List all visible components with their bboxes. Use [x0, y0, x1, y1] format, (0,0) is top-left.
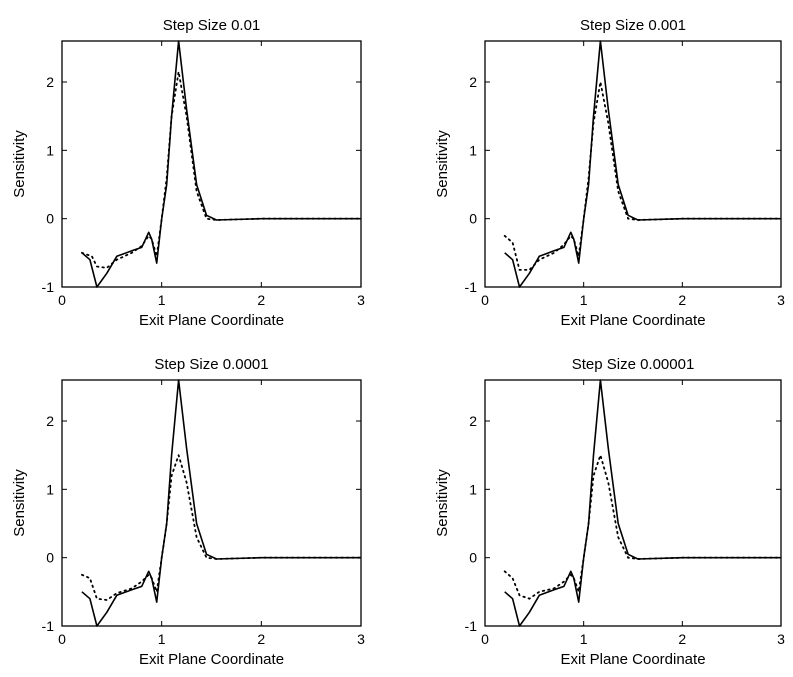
series-line-solid [81, 379, 361, 627]
x-axis-label: Exit Plane Coordinate [560, 651, 705, 668]
x-tick-label: 3 [777, 292, 785, 308]
x-axis-label: Exit Plane Coordinate [560, 312, 705, 329]
y-tick-label: 2 [469, 413, 477, 429]
y-tick-label: -1 [42, 618, 55, 634]
y-tick-label: 1 [469, 142, 477, 158]
x-tick-label: 1 [580, 631, 588, 647]
series-line-solid [81, 40, 361, 288]
series-line-dotted [81, 70, 362, 269]
axes-frame [61, 379, 362, 627]
axes-frame [484, 40, 782, 288]
x-tick-label: 2 [257, 631, 265, 647]
series-line-dotted [503, 454, 782, 600]
chart-title: Step Size 0.00001 [572, 356, 695, 373]
x-axis-label: Exit Plane Coordinate [139, 312, 284, 329]
x-tick-label: 0 [58, 631, 66, 647]
y-tick-label: 2 [46, 74, 54, 90]
axes-frame [484, 379, 782, 627]
y-tick-label: 0 [469, 550, 477, 566]
series-line-dotted [503, 81, 782, 271]
y-tick-label: 1 [469, 481, 477, 497]
y-axis-label: Sensitivity [434, 469, 451, 537]
y-tick-label: 1 [46, 142, 54, 158]
x-tick-label: 3 [777, 631, 785, 647]
y-axis-label: Sensitivity [11, 130, 28, 198]
y-axis-label: Sensitivity [11, 469, 28, 537]
x-tick-label: 2 [678, 631, 686, 647]
y-axis-label: Sensitivity [434, 130, 451, 198]
y-tick-label: 2 [46, 413, 54, 429]
series-line-solid [504, 379, 781, 627]
x-axis-label: Exit Plane Coordinate [139, 651, 284, 668]
x-tick-label: 0 [481, 631, 489, 647]
series-line-solid [504, 40, 781, 288]
chart-title: Step Size 0.001 [580, 17, 686, 34]
x-tick-label: 1 [580, 292, 588, 308]
chart-title: Step Size 0.01 [163, 17, 261, 34]
y-tick-label: -1 [465, 279, 478, 295]
x-tick-label: 2 [678, 292, 686, 308]
series-line-dotted [81, 454, 362, 601]
x-tick-label: 2 [257, 292, 265, 308]
y-tick-label: 0 [46, 550, 54, 566]
y-tick-label: 0 [46, 211, 54, 227]
y-tick-label: 2 [469, 74, 477, 90]
axes-frame [61, 40, 362, 288]
x-tick-label: 3 [357, 631, 365, 647]
x-tick-label: 1 [158, 292, 166, 308]
chart-title: Step Size 0.0001 [154, 356, 268, 373]
x-tick-label: 0 [58, 292, 66, 308]
x-tick-label: 1 [158, 631, 166, 647]
x-tick-label: 3 [357, 292, 365, 308]
y-tick-label: 1 [46, 481, 54, 497]
y-tick-label: -1 [465, 618, 478, 634]
y-tick-label: 0 [469, 211, 477, 227]
x-tick-label: 0 [481, 292, 489, 308]
y-tick-label: -1 [42, 279, 55, 295]
